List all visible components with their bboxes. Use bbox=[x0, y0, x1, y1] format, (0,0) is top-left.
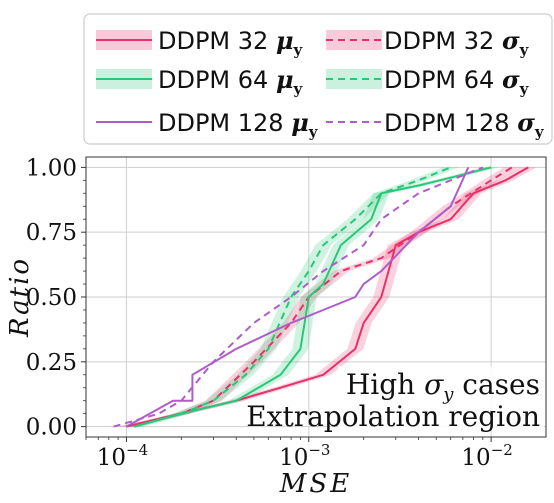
line-ddpm128-dashed bbox=[113, 166, 484, 428]
band-ddpm32-μ bbox=[118, 167, 537, 427]
line-ddpm64-solid bbox=[133, 166, 492, 428]
legend-item: DDPM 128 σy bbox=[326, 108, 545, 141]
legend-item: DDPM 32 σy bbox=[326, 26, 530, 59]
y-tick-label: 0.25 bbox=[26, 350, 77, 376]
series-lines bbox=[113, 166, 529, 428]
legend-item: DDPM 128 μy bbox=[96, 108, 319, 141]
legend-label: DDPM 64 μy bbox=[158, 65, 304, 98]
legend-box bbox=[83, 13, 553, 145]
x-tick-label: 10−4 bbox=[97, 441, 148, 471]
legend-label: DDPM 32 σy bbox=[384, 26, 530, 59]
annotation-line-1: High σy cases bbox=[346, 368, 540, 405]
legend-label: DDPM 128 μy bbox=[158, 108, 319, 141]
x-tick-label: 10−3 bbox=[279, 441, 330, 471]
line-ddpm32-solid bbox=[126, 166, 529, 428]
legend-item: DDPM 64 μy bbox=[96, 65, 304, 98]
y-tick-label: 0.50 bbox=[26, 285, 77, 311]
legend: DDPM 32 μy DDPM 32 σy DDPM 64 μy DDPM 64 σy… bbox=[83, 13, 553, 145]
legend-label: DDPM 128 σy bbox=[384, 108, 545, 141]
y-tick-label: 0.00 bbox=[26, 415, 77, 441]
line-ddpm64-dashed bbox=[133, 166, 452, 428]
x-tick-label: 10−2 bbox=[461, 441, 512, 471]
band-ddpm64-μ bbox=[126, 167, 500, 427]
y-tick-label: 1.00 bbox=[26, 155, 77, 181]
line-ddpm128-solid bbox=[125, 166, 470, 428]
legend-label: DDPM 32 μy bbox=[158, 26, 304, 59]
y-tick-label: 0.75 bbox=[26, 220, 77, 246]
legend-label: DDPM 64 σy bbox=[384, 65, 530, 98]
legend-item: DDPM 32 μy bbox=[96, 26, 304, 59]
band-ddpm64-σ bbox=[126, 167, 459, 427]
annotation-bg bbox=[338, 366, 544, 430]
x-axis-label: MSE bbox=[279, 469, 352, 499]
annotation-line-2: Extrapolation region bbox=[246, 400, 540, 433]
legend-item: DDPM 64 σy bbox=[326, 65, 530, 98]
y-axis-label: Ratio bbox=[5, 257, 35, 338]
axes: 0.00 0.25 0.50 0.75 1.00 10−4 10−3 10−2 MSE Ratio bbox=[5, 155, 513, 499]
